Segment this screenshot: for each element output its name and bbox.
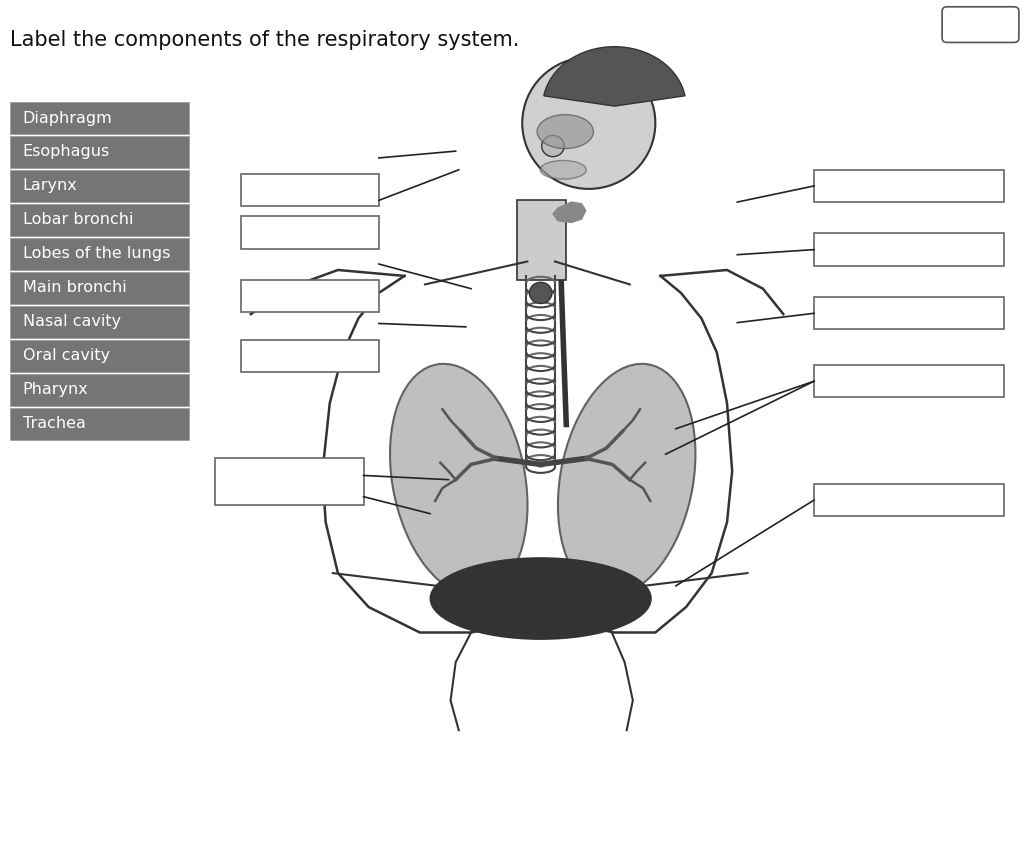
Ellipse shape <box>542 136 564 156</box>
Text: Esophagus: Esophagus <box>23 144 110 160</box>
Text: Trachea: Trachea <box>23 416 85 431</box>
Wedge shape <box>544 47 685 106</box>
Text: 2 pts: 2 pts <box>961 17 999 32</box>
Ellipse shape <box>522 58 655 189</box>
Bar <box>10 238 189 270</box>
Bar <box>241 340 379 372</box>
Bar <box>10 374 189 406</box>
Ellipse shape <box>529 282 552 303</box>
Text: Larynx: Larynx <box>23 178 77 194</box>
Bar <box>10 340 189 372</box>
Ellipse shape <box>558 364 695 595</box>
Bar <box>215 458 364 505</box>
Bar <box>814 297 1004 329</box>
Text: Pharynx: Pharynx <box>23 382 88 397</box>
Bar <box>10 204 189 236</box>
Text: Diaphragm: Diaphragm <box>23 110 113 126</box>
Text: Main bronchi: Main bronchi <box>23 280 126 295</box>
Ellipse shape <box>538 115 594 149</box>
Bar <box>241 174 379 206</box>
FancyBboxPatch shape <box>942 7 1019 42</box>
Text: Nasal cavity: Nasal cavity <box>23 314 121 329</box>
Bar <box>814 484 1004 516</box>
Text: Oral cavity: Oral cavity <box>23 348 110 363</box>
Text: Lobar bronchi: Lobar bronchi <box>23 212 133 228</box>
Bar <box>10 408 189 440</box>
Bar <box>10 102 189 134</box>
Bar <box>10 272 189 304</box>
Bar <box>10 306 189 338</box>
Ellipse shape <box>431 559 651 639</box>
Bar <box>10 170 189 202</box>
Text: Label the components of the respiratory system.: Label the components of the respiratory … <box>10 30 519 50</box>
Polygon shape <box>553 202 586 222</box>
Ellipse shape <box>390 364 527 595</box>
Bar <box>10 136 189 168</box>
Bar <box>814 365 1004 397</box>
Bar <box>814 233 1004 266</box>
Bar <box>814 170 1004 202</box>
Ellipse shape <box>541 160 586 179</box>
Bar <box>517 200 566 280</box>
Bar <box>241 216 379 249</box>
Text: Lobes of the lungs: Lobes of the lungs <box>23 246 170 261</box>
Bar <box>241 280 379 312</box>
